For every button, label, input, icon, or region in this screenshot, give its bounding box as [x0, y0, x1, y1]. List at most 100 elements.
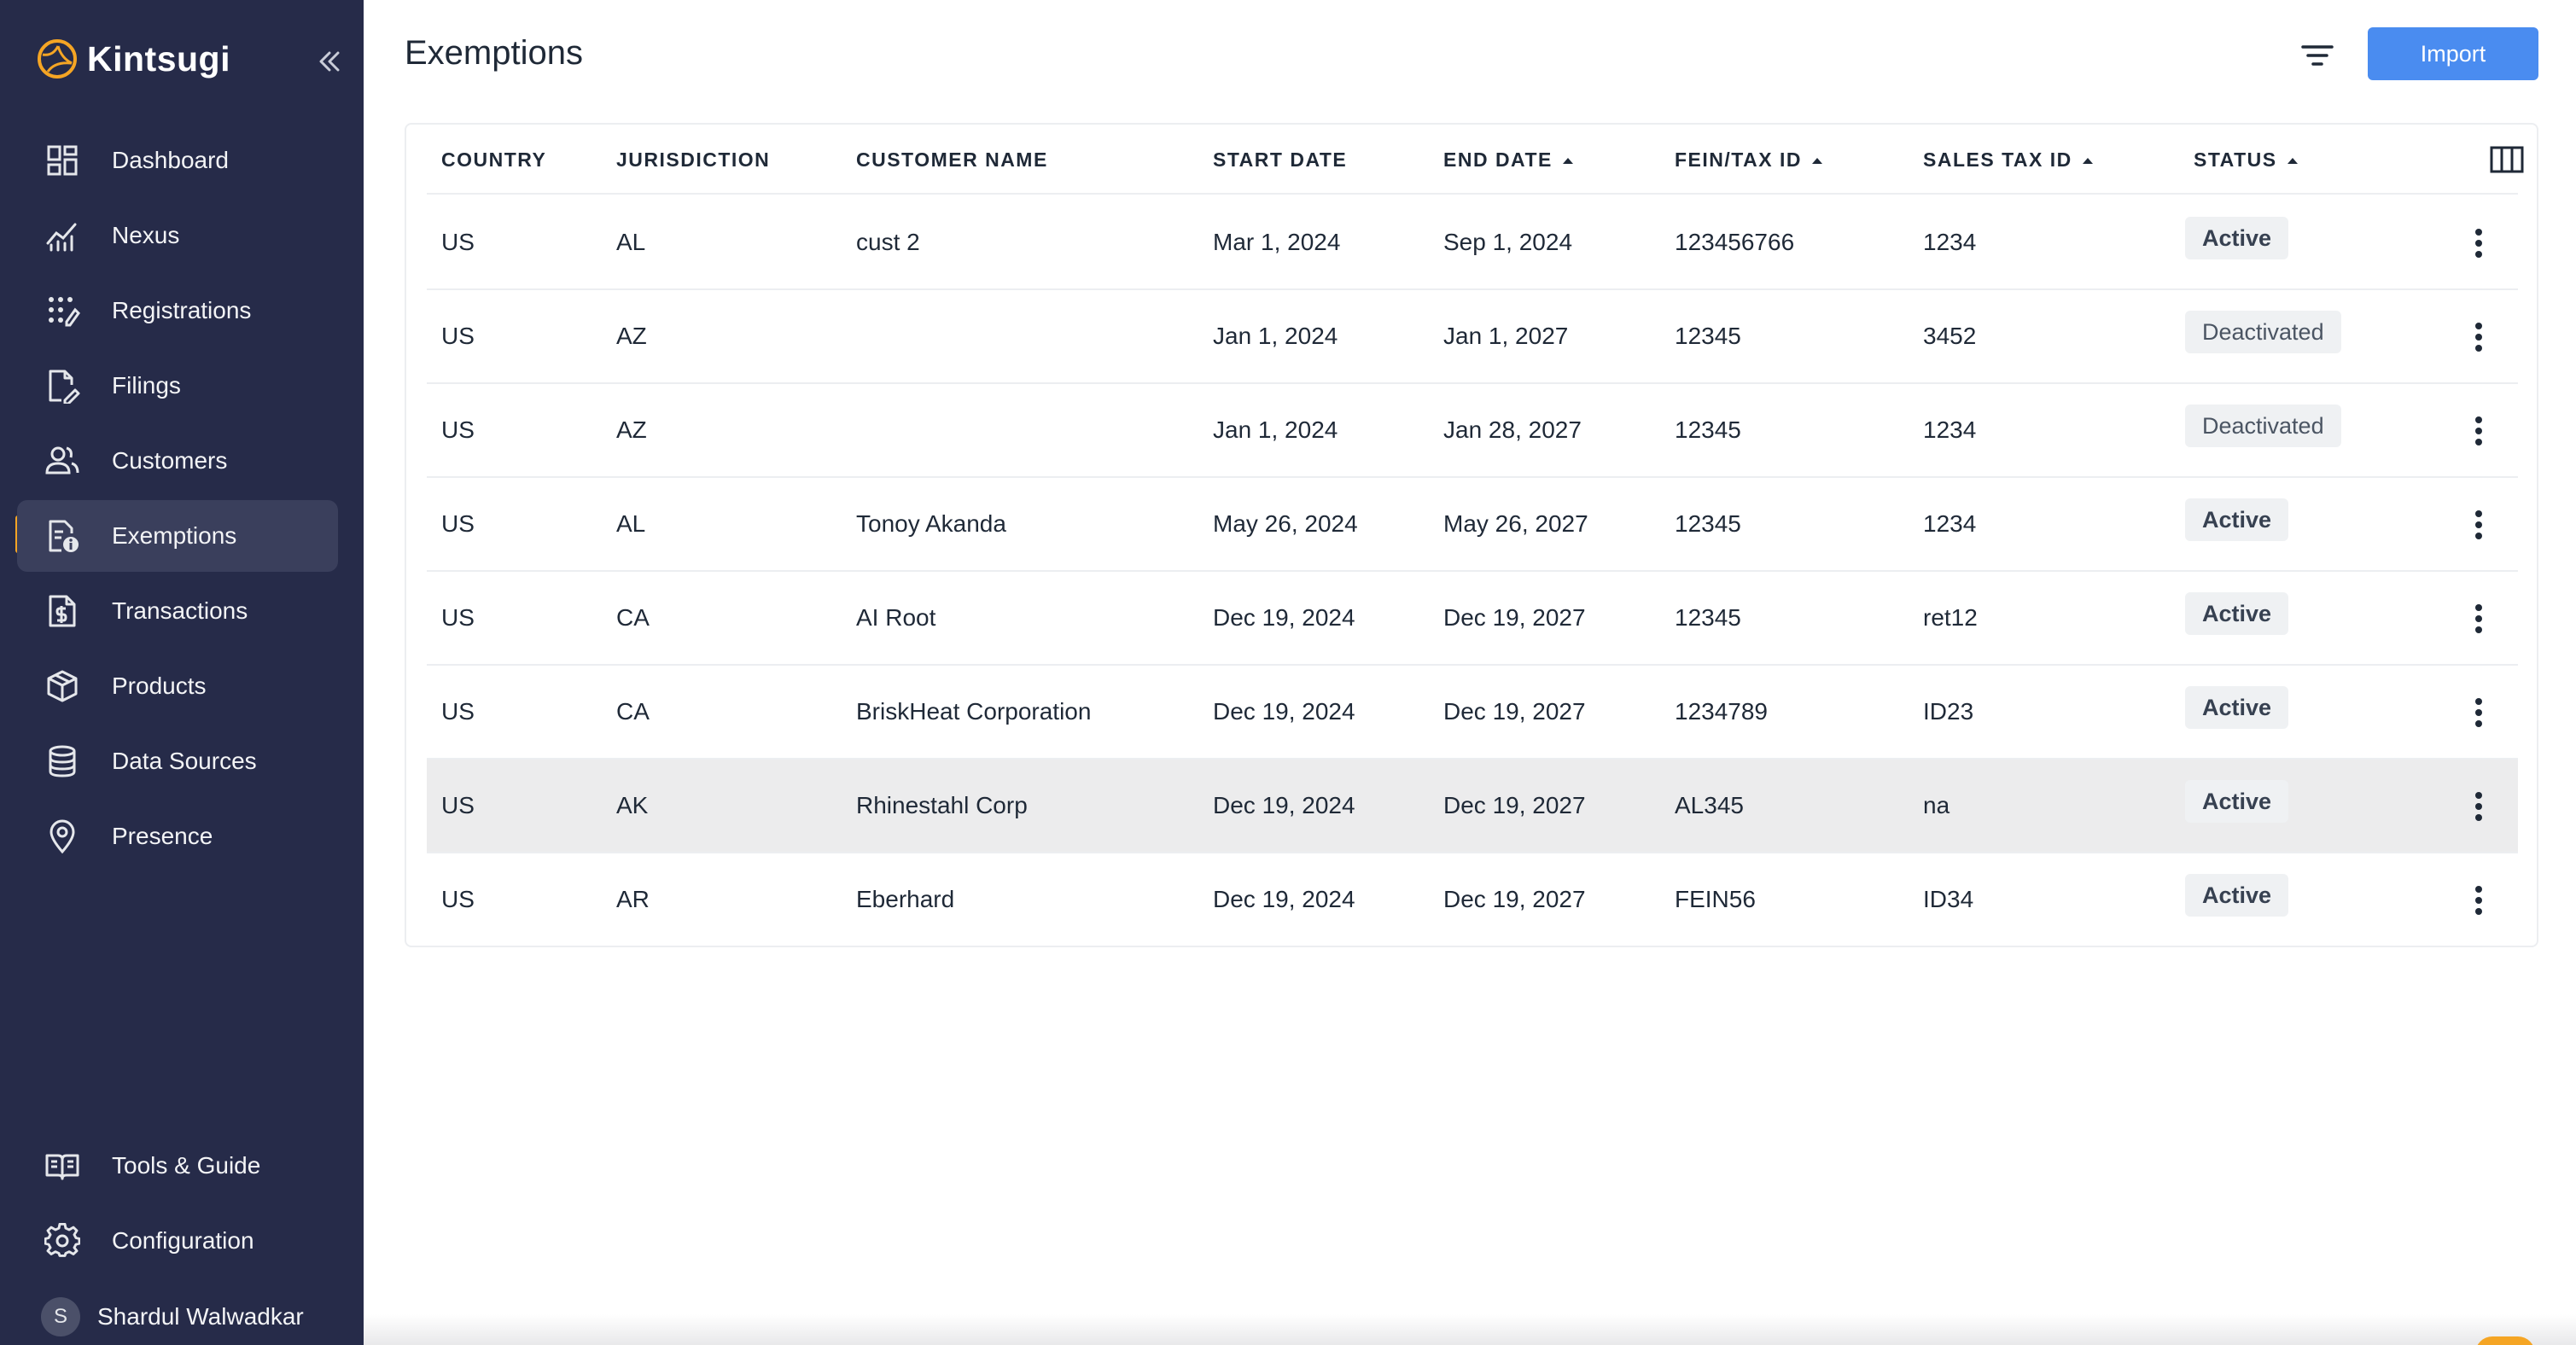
sidebar-item-label: Transactions [112, 597, 248, 624]
sidebar-item-tools-guide[interactable]: Tools & Guide [17, 1130, 338, 1202]
database-icon [49, 745, 76, 777]
cell-end-date: Jan 28, 2027 [1443, 416, 1582, 443]
sidebar-item-nexus[interactable]: Nexus [17, 200, 338, 271]
cell-start-date: Mar 1, 2024 [1213, 229, 1341, 255]
cell-jurisdiction: AZ [616, 416, 647, 443]
sidebar-item-label: Products [112, 672, 207, 699]
row-actions-menu-icon[interactable] [2470, 789, 2487, 824]
cell-fein-tax-id: 12345 [1675, 510, 1741, 537]
import-button[interactable]: Import [2368, 27, 2538, 80]
cell-country: US [441, 604, 475, 631]
table-row[interactable]: US AL Tonoy Akanda May 26, 2024 May 26, 2027… [427, 478, 2518, 572]
row-actions-menu-icon[interactable] [2470, 319, 2487, 355]
kintsugi-logo-icon [38, 39, 77, 79]
sidebar-item-dashboard[interactable]: Dashboard [17, 125, 338, 196]
column-label: START DATE [1213, 148, 1348, 171]
cell-country: US [441, 323, 475, 349]
column-header-start-date[interactable]: START DATE [1213, 148, 1347, 172]
status-badge: Active [2185, 874, 2289, 917]
sidebar-item-data-sources[interactable]: Data Sources [17, 725, 338, 797]
table-row[interactable]: US CA BriskHeat Corporation Dec 19, 2024 Dec… [427, 666, 2518, 760]
cell-country: US [441, 229, 475, 255]
sidebar-item-label: Tools & Guide [112, 1152, 261, 1179]
cell-start-date: Dec 19, 2024 [1213, 604, 1355, 631]
sidebar-item-label: Presence [112, 823, 213, 849]
cell-country: US [441, 886, 475, 912]
row-actions-menu-icon[interactable] [2470, 413, 2487, 449]
column-header-fein-tax-id[interactable]: FEIN/TAX ID [1675, 148, 1824, 172]
dashboard-icon [47, 145, 78, 176]
cell-end-date: Dec 19, 2027 [1443, 886, 1586, 912]
columns-icon[interactable] [2489, 143, 2525, 176]
file-info-icon [49, 520, 79, 552]
cell-start-date: Jan 1, 2024 [1213, 416, 1338, 443]
cell-jurisdiction: AL [616, 510, 646, 537]
cell-country: US [441, 792, 475, 818]
cell-start-date: May 26, 2024 [1213, 510, 1358, 537]
cell-fein-tax-id: 12345 [1675, 604, 1741, 631]
cell-start-date: Dec 19, 2024 [1213, 698, 1355, 725]
user-profile[interactable]: S Shardul Walwadkar [41, 1297, 304, 1336]
brand[interactable]: Kintsugi [36, 38, 230, 80]
row-actions-menu-icon[interactable] [2470, 225, 2487, 261]
cell-sales-tax-id: ID34 [1923, 886, 1974, 912]
status-badge: Active [2185, 592, 2289, 635]
column-label: FEIN/TAX ID [1675, 148, 1802, 171]
file-edit-icon [49, 370, 80, 404]
cell-fein-tax-id: AL345 [1675, 792, 1744, 818]
cell-customer-name: Tonoy Akanda [856, 510, 1006, 537]
cell-fein-tax-id: 12345 [1675, 416, 1741, 443]
row-actions-menu-icon[interactable] [2470, 695, 2487, 731]
column-header-end-date[interactable]: END DATE [1443, 148, 1575, 172]
cell-jurisdiction: AL [616, 229, 646, 255]
cell-sales-tax-id: ret12 [1923, 604, 1978, 631]
location-pin-icon [50, 819, 75, 854]
column-header-sales-tax-id[interactable]: SALES TAX ID [1923, 148, 2095, 172]
cell-country: US [441, 698, 475, 725]
table-row[interactable]: US AZ Jan 1, 2024 Jan 1, 2027 12345 3452 Deact… [427, 290, 2518, 384]
row-actions-menu-icon[interactable] [2470, 882, 2487, 918]
column-header-customer-name[interactable]: CUSTOMER NAME [856, 148, 1048, 172]
cell-customer-name: Eberhard [856, 886, 955, 912]
column-header-status[interactable]: STATUS [2194, 148, 2299, 172]
sidebar-item-presence[interactable]: Presence [17, 801, 338, 872]
table-row[interactable]: US AK Rhinestahl Corp Dec 19, 2024 Dec 19, 2… [427, 760, 2518, 853]
sidebar-item-transactions[interactable]: Transactions [17, 575, 338, 647]
sidebar-item-registrations[interactable]: Registrations [17, 275, 338, 346]
sort-asc-icon [1811, 157, 1822, 164]
sidebar-item-products[interactable]: Products [17, 650, 338, 722]
column-header-country[interactable]: COUNTRY [441, 148, 546, 172]
row-actions-menu-icon[interactable] [2470, 507, 2487, 543]
row-actions-menu-icon[interactable] [2470, 601, 2487, 637]
cell-end-date: Jan 1, 2027 [1443, 323, 1569, 349]
sidebar-item-filings[interactable]: Filings [17, 350, 338, 422]
avatar: S [41, 1297, 80, 1336]
filter-icon[interactable] [2296, 36, 2339, 75]
box-icon [47, 670, 78, 702]
collapse-sidebar-icon[interactable] [312, 44, 347, 79]
help-widget-edge[interactable] [2475, 1336, 2535, 1345]
sidebar-item-configuration[interactable]: Configuration [17, 1205, 338, 1277]
column-label: JURISDICTION [616, 148, 771, 171]
sidebar-item-label: Data Sources [112, 748, 257, 774]
sidebar-item-label: Dashboard [112, 147, 229, 173]
cell-jurisdiction: CA [616, 604, 650, 631]
cell-sales-tax-id: na [1923, 792, 1950, 818]
cell-start-date: Dec 19, 2024 [1213, 792, 1355, 818]
status-badge: Active [2185, 686, 2289, 729]
cell-end-date: Dec 19, 2027 [1443, 792, 1586, 818]
column-header-jurisdiction[interactable]: JURISDICTION [616, 148, 770, 172]
sidebar-item-customers[interactable]: Customers [17, 425, 338, 497]
sidebar-item-label: Registrations [112, 297, 252, 323]
cell-sales-tax-id: 1234 [1923, 510, 1977, 537]
table-row[interactable]: US AR Eberhard Dec 19, 2024 Dec 19, 2027 FEIN… [427, 853, 2518, 947]
column-label: END DATE [1443, 148, 1553, 171]
sidebar-item-exemptions[interactable]: Exemptions [17, 500, 338, 572]
cell-end-date: Dec 19, 2027 [1443, 698, 1586, 725]
status-badge: Active [2185, 780, 2289, 823]
status-badge: Active [2185, 217, 2289, 259]
table-row[interactable]: US CA AI Root Dec 19, 2024 Dec 19, 2027 12345… [427, 572, 2518, 666]
cell-sales-tax-id: 1234 [1923, 416, 1977, 443]
table-row[interactable]: US AZ Jan 1, 2024 Jan 28, 2027 12345 1234 Deac… [427, 384, 2518, 478]
table-row[interactable]: US AL cust 2 Mar 1, 2024 Sep 1, 2024 12345676… [427, 196, 2518, 290]
